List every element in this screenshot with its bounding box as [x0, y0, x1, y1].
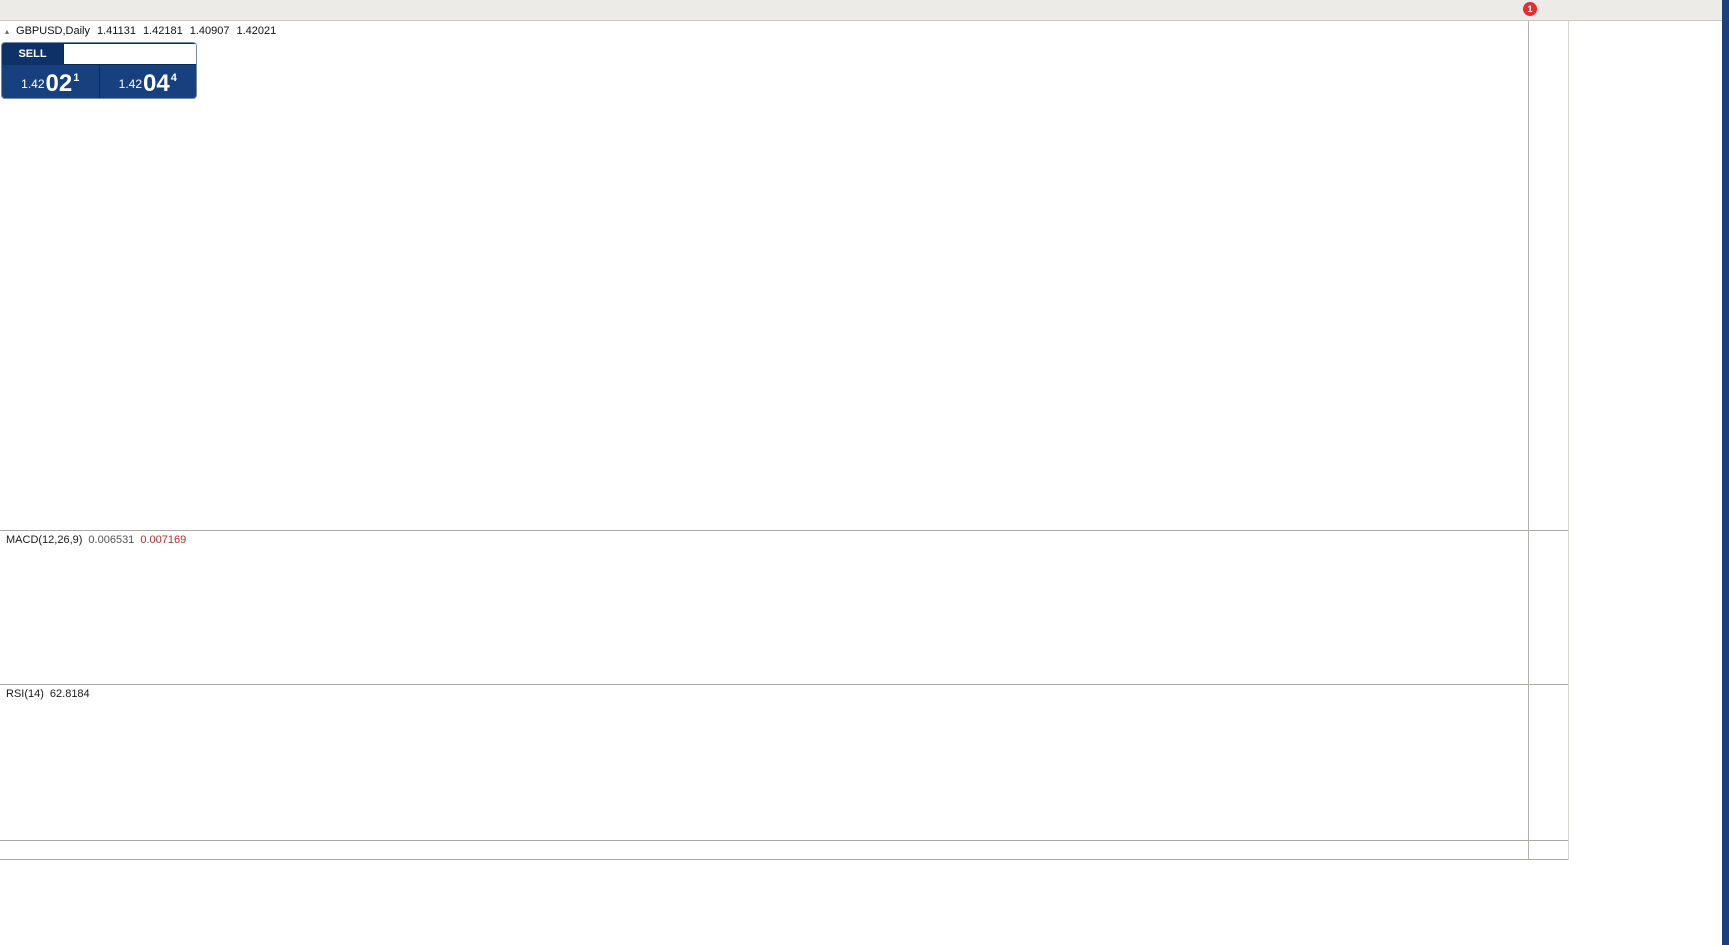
buy-price[interactable]: 1.42 04 4 [118, 70, 177, 97]
rsi-indicator-label: RSI(14) 62.8184 [6, 688, 90, 700]
collapse-icon[interactable]: ▴ [5, 26, 10, 36]
macd-name: MACD(12,26,9) [6, 534, 83, 546]
main-toolbar [0, 0, 1722, 21]
panel-separator-macd[interactable] [0, 530, 1568, 531]
chart-bottom-edge [0, 859, 1568, 860]
ohlc-header: ▴ GBPUSD,Daily 1.41131 1.42181 1.40907 1… [5, 25, 276, 37]
price-axis-divider[interactable] [1528, 21, 1529, 860]
symbol-period-label: GBPUSD,Daily [16, 25, 90, 37]
high-value: 1.42181 [142, 25, 183, 37]
macd-indicator-label: MACD(12,26,9) 0.006531 0.007169 [6, 534, 186, 546]
volume-stepper: ▴ ▾ [63, 43, 196, 65]
panel-separator-rsi[interactable] [0, 684, 1568, 685]
time-axis[interactable] [0, 841, 1568, 859]
sell-button[interactable]: SELL [2, 43, 63, 65]
macd-main-value: 0.006531 [88, 534, 135, 546]
close-value: 1.42021 [236, 25, 277, 37]
sell-price[interactable]: 1.42 02 1 [2, 65, 100, 98]
rsi-value: 62.8184 [49, 688, 90, 700]
macd-signal-value: 0.007169 [140, 534, 187, 546]
rsi-name: RSI(14) [6, 688, 44, 700]
panel-separator-timeaxis [0, 840, 1568, 841]
open-value: 1.41131 [96, 25, 136, 37]
window-right-edge [1722, 0, 1729, 945]
chart-right-edge [1568, 21, 1569, 860]
volume-input[interactable] [64, 44, 196, 64]
notification-badge[interactable]: 1 [1523, 2, 1537, 16]
toolbar-right-group: 1 [1516, 2, 1537, 16]
low-value: 1.40907 [189, 25, 230, 37]
chart-canvas[interactable] [0, 21, 1568, 860]
